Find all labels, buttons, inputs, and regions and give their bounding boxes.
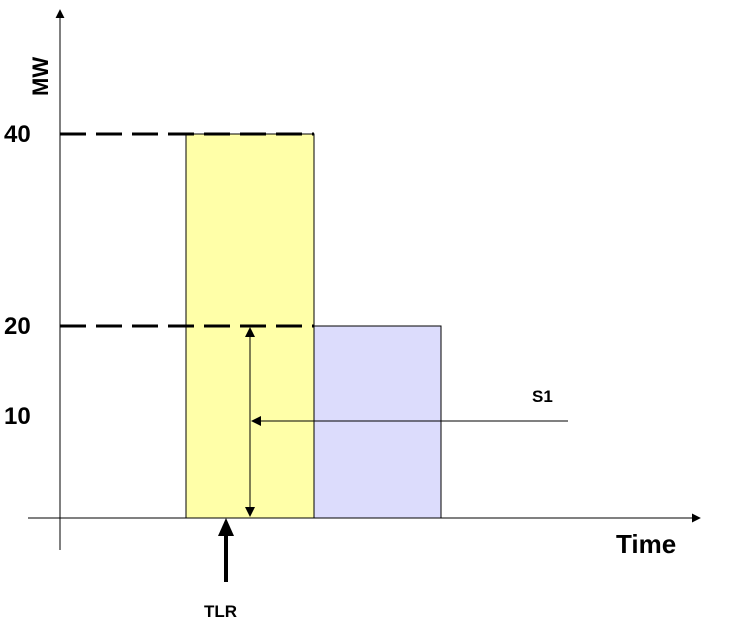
tick-label-10: 10 bbox=[4, 403, 31, 430]
x-axis-label: Time bbox=[616, 529, 676, 559]
y-axis-label: MW bbox=[28, 57, 53, 96]
tlr-arrow-head bbox=[218, 518, 234, 536]
tick-label-20: 20 bbox=[4, 313, 31, 340]
tlr-label: TLR bbox=[204, 602, 237, 621]
s1-label: S1 bbox=[532, 387, 553, 406]
tick-label-40: 40 bbox=[4, 121, 31, 148]
blue-block bbox=[313, 325, 442, 519]
